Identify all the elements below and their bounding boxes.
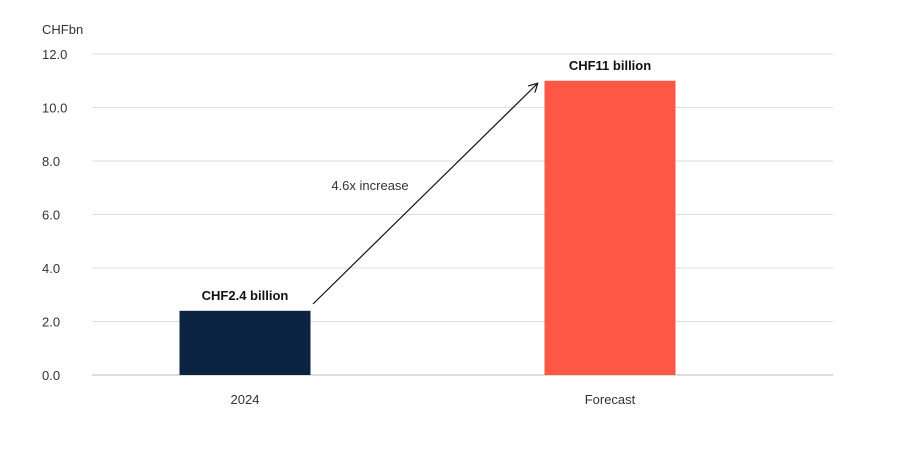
y-tick-label: 0.0	[42, 368, 60, 383]
bar-2024	[179, 310, 311, 375]
bars	[179, 80, 676, 375]
growth-arrow	[312, 84, 537, 305]
x-tick-label: Forecast	[585, 392, 636, 407]
y-tick-label: 4.0	[42, 261, 60, 276]
y-tick-label: 6.0	[42, 208, 60, 223]
y-tick-label: 8.0	[42, 154, 60, 169]
x-tick-label: 2024	[231, 392, 260, 407]
x-axis-labels: 2024 Forecast	[231, 392, 636, 407]
y-axis-ticks: 0.0 2.0 4.0 6.0 8.0 10.0 12.0	[42, 47, 67, 383]
data-label: CHF11 billion	[569, 58, 651, 73]
y-tick-label: 12.0	[42, 47, 67, 62]
bar-forecast	[544, 80, 676, 375]
y-unit-label: CHFbn	[42, 22, 83, 37]
data-label: CHF2.4 billion	[202, 288, 289, 303]
y-tick-label: 10.0	[42, 101, 67, 116]
growth-annotation: 4.6x increase	[331, 178, 408, 193]
data-labels: CHF2.4 billion CHF11 billion	[202, 58, 652, 303]
y-tick-label: 2.0	[42, 315, 60, 330]
